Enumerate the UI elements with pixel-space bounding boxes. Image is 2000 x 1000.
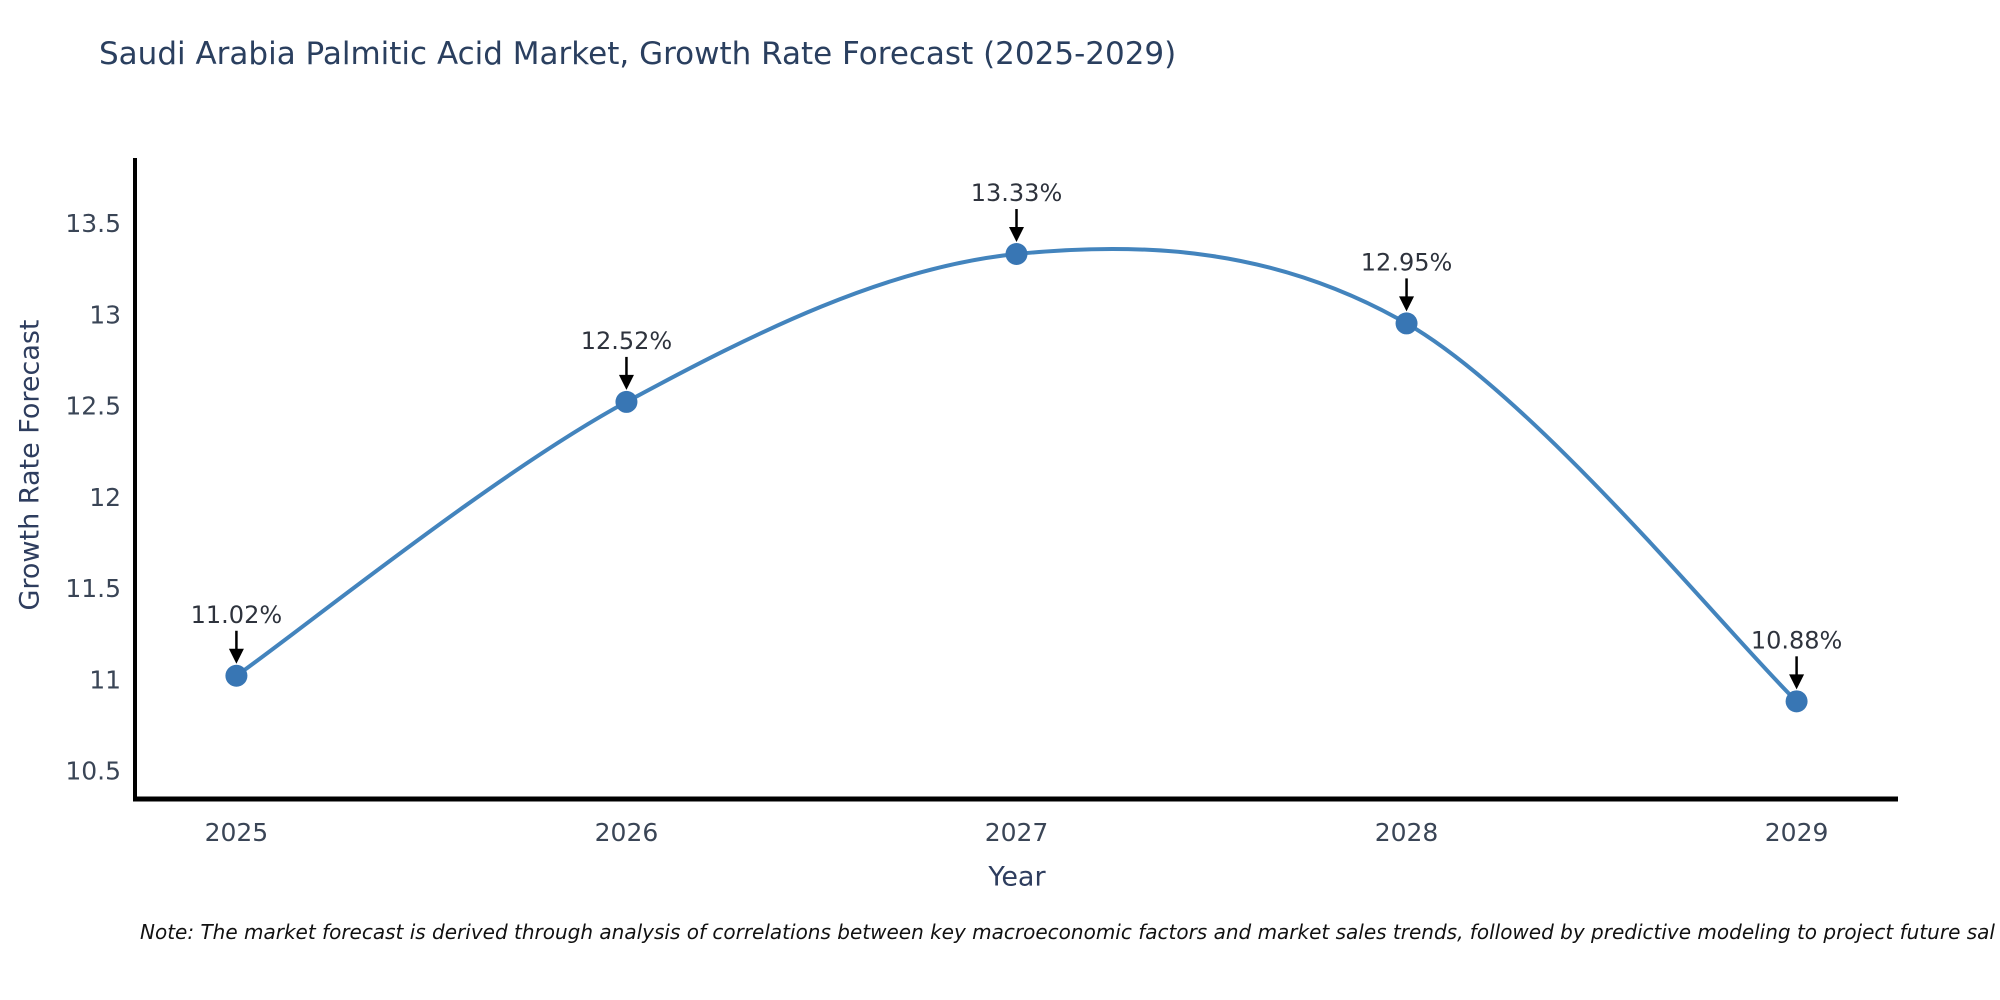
y-tick-label: 13 xyxy=(89,300,121,329)
data-point-label: 11.02% xyxy=(191,601,283,629)
footnote: Note: The market forecast is derived thr… xyxy=(140,920,1995,944)
y-tick-label: 13.5 xyxy=(65,209,121,238)
annotation-arrowhead-icon xyxy=(1009,227,1024,243)
y-tick-label: 10.5 xyxy=(65,757,121,786)
annotation-arrowhead-icon xyxy=(1789,674,1805,690)
x-tick-label: 2026 xyxy=(595,818,659,847)
y-tick-label: 11 xyxy=(89,665,121,694)
chart-title: Saudi Arabia Palmitic Acid Market, Growt… xyxy=(99,36,1177,72)
x-tick-label: 2027 xyxy=(985,818,1049,847)
annotation-arrowhead-icon xyxy=(1399,296,1415,312)
data-point-label: 12.52% xyxy=(581,327,673,355)
x-tick-label: 2025 xyxy=(205,818,269,847)
annotation-arrowhead-icon xyxy=(618,374,634,390)
data-point-marker xyxy=(1395,312,1418,335)
y-tick-label: 11.5 xyxy=(65,574,121,603)
data-point-marker xyxy=(1785,690,1808,713)
data-point-label: 12.95% xyxy=(1361,248,1453,276)
data-point-label: 10.88% xyxy=(1751,626,1843,654)
forecast-line xyxy=(234,246,1799,704)
data-point-marker xyxy=(615,390,638,413)
data-point-marker xyxy=(225,664,248,687)
x-tick-label: 2029 xyxy=(1765,818,1829,847)
y-axis-label: Growth Rate Forecast xyxy=(14,319,46,611)
x-tick-label: 2028 xyxy=(1375,818,1439,847)
data-point-label: 13.33% xyxy=(971,179,1063,207)
x-axis-label: Year xyxy=(988,861,1046,893)
annotation-arrowhead-icon xyxy=(228,648,244,664)
y-tick-label: 12 xyxy=(89,483,121,512)
y-tick-label: 12.5 xyxy=(65,392,121,421)
data-point-marker xyxy=(1005,243,1028,266)
